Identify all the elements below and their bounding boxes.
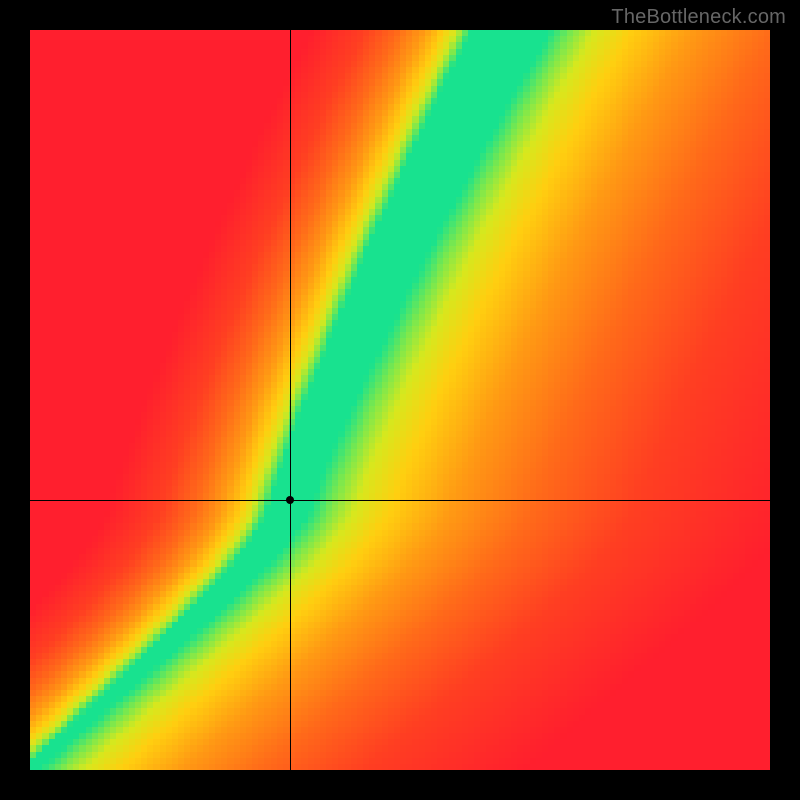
crosshair-horizontal [30,500,770,501]
crosshair-marker [286,496,294,504]
heatmap-canvas [30,30,770,770]
watermark-text: TheBottleneck.com [611,6,786,29]
chart-container: TheBottleneck.com [0,0,800,800]
heatmap-frame [30,30,770,770]
crosshair-vertical [290,30,291,770]
